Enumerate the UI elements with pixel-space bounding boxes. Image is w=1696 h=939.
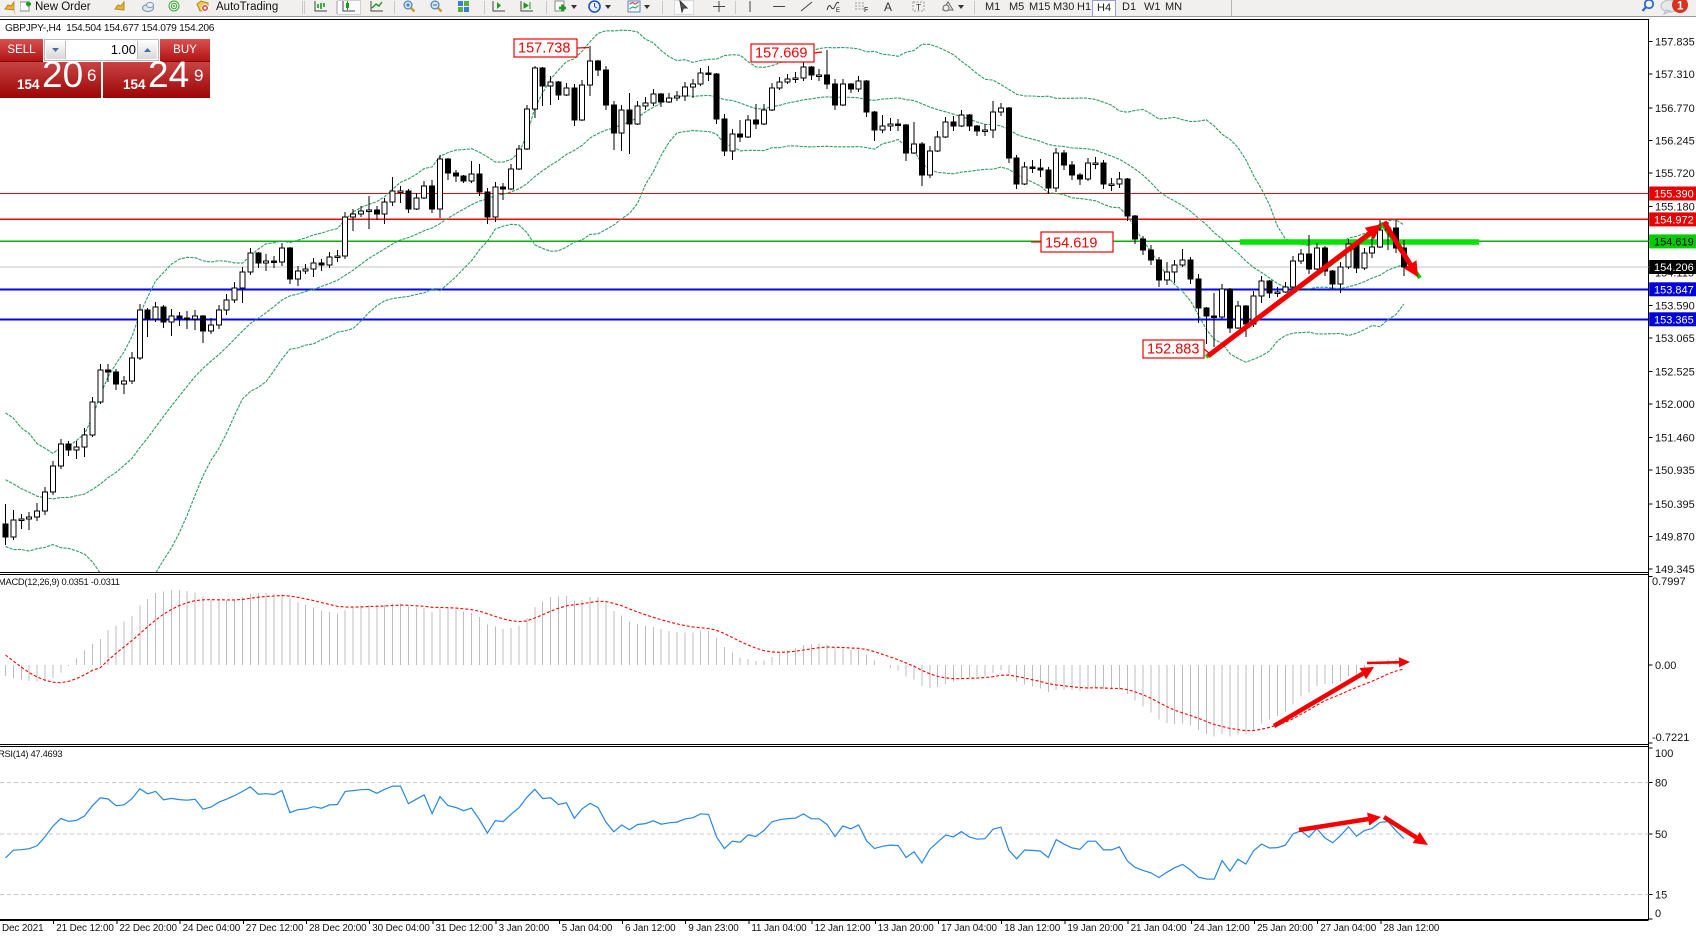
svg-text:156.770: 156.770 [1655, 103, 1695, 115]
svg-text:18 Jan 12:00: 18 Jan 12:00 [1004, 923, 1061, 934]
svg-text:GBPJPY-,H4 154.504 154.677 15: GBPJPY-,H4 154.504 154.677 154.079 154.2… [5, 23, 215, 34]
svg-text:0.7997: 0.7997 [1652, 576, 1686, 588]
svg-text:155.180: 155.180 [1655, 202, 1695, 214]
svg-text:21 Jan 04:00: 21 Jan 04:00 [1131, 923, 1188, 934]
svg-text:27 Jan 04:00: 27 Jan 04:00 [1320, 923, 1377, 934]
svg-text:152.525: 152.525 [1655, 367, 1695, 379]
svg-text:153.590: 153.590 [1655, 300, 1695, 312]
svg-text:F: F [864, 7, 868, 13]
svg-text:149.870: 149.870 [1655, 531, 1695, 543]
svg-text:155.390: 155.390 [1654, 189, 1694, 201]
svg-text:156.245: 156.245 [1655, 135, 1695, 147]
svg-text:3 Jan 20:00: 3 Jan 20:00 [499, 923, 550, 934]
svg-text:152.883: 152.883 [1147, 342, 1199, 358]
svg-text:153.365: 153.365 [1654, 314, 1694, 326]
svg-text:150.935: 150.935 [1655, 465, 1695, 477]
svg-text:24 Dec 04:00: 24 Dec 04:00 [183, 923, 241, 934]
svg-text:100: 100 [1655, 748, 1673, 760]
svg-text:13 Jan 20:00: 13 Jan 20:00 [878, 923, 935, 934]
svg-text:0.00: 0.00 [1655, 660, 1676, 672]
svg-text:-0.7221: -0.7221 [1652, 732, 1689, 744]
svg-text:152.000: 152.000 [1655, 399, 1695, 411]
svg-text:21 Dec 12:00: 21 Dec 12:00 [56, 923, 114, 934]
svg-text:24 Jan 12:00: 24 Jan 12:00 [1194, 923, 1251, 934]
svg-text:6 Jan 12:00: 6 Jan 12:00 [625, 923, 676, 934]
svg-text:30 Dec 04:00: 30 Dec 04:00 [372, 923, 430, 934]
svg-text:RSI(14) 47.4693: RSI(14) 47.4693 [0, 748, 62, 759]
svg-text:15: 15 [1655, 889, 1667, 901]
svg-text:157.835: 157.835 [1655, 37, 1695, 49]
svg-text:9 Jan 23:00: 9 Jan 23:00 [688, 923, 739, 934]
svg-text:0: 0 [1655, 908, 1661, 920]
svg-text:149.345: 149.345 [1655, 564, 1695, 576]
svg-text:19 Jan 20:00: 19 Jan 20:00 [1067, 923, 1124, 934]
svg-text:1: 1 [1677, 1, 1684, 13]
svg-text:T: T [916, 2, 921, 12]
svg-text:154.972: 154.972 [1654, 214, 1694, 226]
svg-text:153.065: 153.065 [1655, 333, 1695, 345]
svg-text:153.847: 153.847 [1654, 284, 1694, 296]
svg-text:22 Dec 20:00: 22 Dec 20:00 [119, 923, 177, 934]
svg-text:Dec 2021: Dec 2021 [2, 923, 44, 934]
svg-text:151.460: 151.460 [1655, 433, 1695, 445]
svg-text:154.206: 154.206 [1654, 262, 1694, 274]
svg-text:31 Dec 12:00: 31 Dec 12:00 [435, 923, 493, 934]
svg-text:28 Jan 12:00: 28 Jan 12:00 [1383, 923, 1440, 934]
svg-text:25 Jan 20:00: 25 Jan 20:00 [1257, 923, 1314, 934]
svg-text:155.720: 155.720 [1655, 168, 1695, 180]
svg-text:28 Dec 20:00: 28 Dec 20:00 [309, 923, 367, 934]
svg-text:MACD(12,26,9) 0.0351 -0.0311: MACD(12,26,9) 0.0351 -0.0311 [0, 576, 120, 587]
svg-text:50: 50 [1655, 829, 1667, 841]
svg-text:150.395: 150.395 [1655, 499, 1695, 511]
svg-text:157.310: 157.310 [1655, 69, 1695, 81]
svg-text:157.669: 157.669 [755, 46, 807, 62]
svg-text:A: A [884, 0, 892, 13]
svg-text:5 Jan 04:00: 5 Jan 04:00 [562, 923, 613, 934]
svg-text:80: 80 [1655, 778, 1667, 790]
svg-text:154.619: 154.619 [1654, 236, 1694, 248]
svg-text:11 Jan 04:00: 11 Jan 04:00 [751, 923, 807, 934]
svg-text:12 Jan 12:00: 12 Jan 12:00 [815, 923, 872, 934]
svg-text:17 Jan 04:00: 17 Jan 04:00 [941, 923, 998, 934]
svg-text:154.619: 154.619 [1045, 236, 1097, 252]
svg-text:27 Dec 12:00: 27 Dec 12:00 [246, 923, 304, 934]
svg-text:E: E [836, 8, 840, 13]
svg-text:157.738: 157.738 [518, 41, 570, 57]
